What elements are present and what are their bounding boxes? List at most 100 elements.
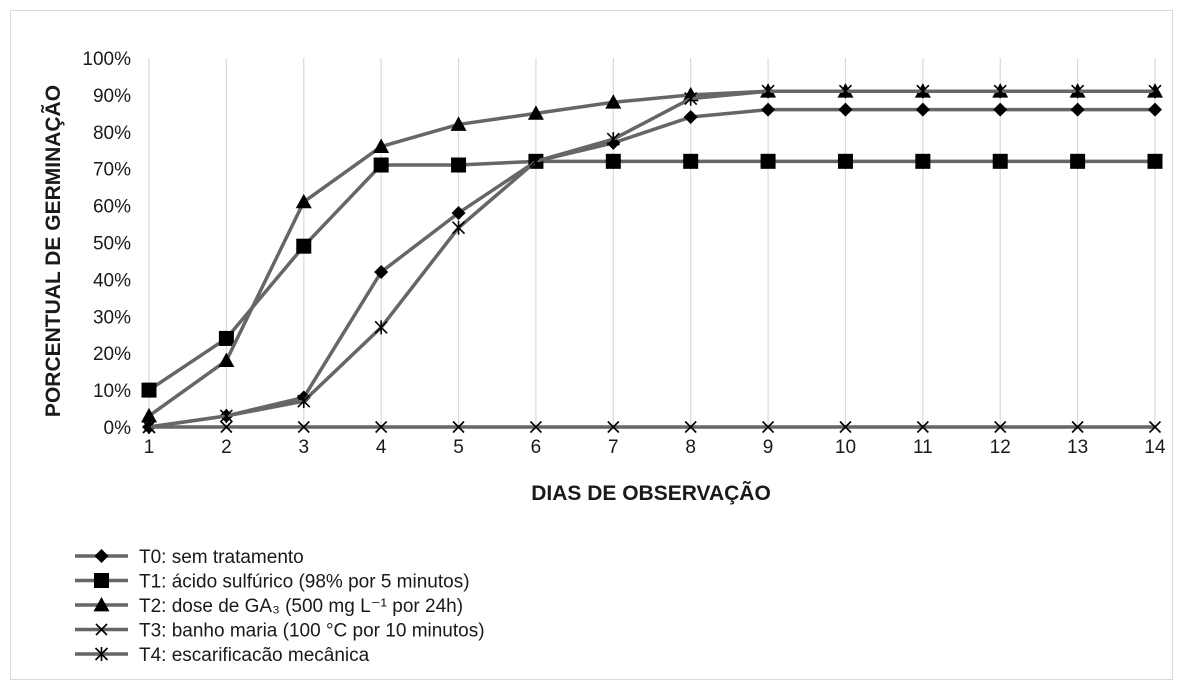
chart-frame: 1 2 3 4 5 6 7 8 9 10 11 12 13 14 0% 10% 20% 30% 40% 50% 60% 7… [10, 10, 1173, 680]
data-point [916, 84, 930, 99]
data-point [451, 157, 467, 173]
data-point [1071, 84, 1085, 99]
data-point [839, 420, 852, 434]
x-axis-title: DIAS DE OBSERVAÇÃO [531, 482, 771, 505]
data-point [684, 420, 697, 434]
x-tick-label: 10 [835, 437, 856, 458]
data-point [219, 408, 233, 423]
data-point [606, 132, 620, 147]
data-point [451, 220, 466, 235]
data-point [1070, 153, 1086, 169]
x-tick-label: 4 [376, 437, 387, 458]
y-tick-label: 90% [93, 86, 131, 107]
x-tick-label: 8 [685, 437, 696, 458]
series-line [147, 107, 1157, 429]
legend-item: T0: sem tratamento [75, 547, 304, 568]
y-tick-label: 50% [93, 234, 131, 255]
x-tick-label: 6 [531, 437, 542, 458]
y-axis-title: PORCENTUAL DE GERMINAÇÃO [42, 85, 65, 417]
series-line [147, 89, 1157, 429]
legend-label: T3: banho maria (100 °C por 10 minutos) [139, 621, 485, 642]
data-point [374, 320, 388, 335]
data-point [529, 154, 543, 169]
y-tick-label: 40% [93, 270, 131, 291]
data-point [1070, 102, 1085, 117]
germination-line-chart: 1 2 3 4 5 6 7 8 9 10 11 12 13 140%10%20%30%40%50%60%7… [42, 49, 1166, 666]
x-tick-label: 9 [763, 437, 774, 458]
data-point [375, 420, 388, 434]
y-tick-label: 100% [82, 49, 131, 70]
data-point [916, 420, 929, 434]
data-point [915, 153, 931, 169]
data-point [452, 420, 465, 434]
legend-marker [93, 597, 110, 612]
data-point [915, 102, 930, 117]
x-tick-label: 5 [453, 437, 464, 458]
data-point [142, 420, 156, 434]
data-point [374, 265, 389, 280]
data-point [1147, 153, 1163, 169]
ticks-layer: 1 2 3 4 5 6 7 8 9 10 11 12 13 140%10%20%30%40%50%60%7… [82, 49, 1166, 458]
legend-item: T1: ácido sulfúrico (98% por 5 minutos) [75, 572, 470, 593]
data-point [1148, 420, 1162, 434]
data-point [684, 91, 698, 106]
series-triangle [141, 83, 1163, 423]
x-tick-label: 11 [913, 437, 933, 458]
series-square [141, 153, 1163, 398]
x-tick-label: 7 [608, 437, 619, 458]
legend-marker [94, 573, 109, 588]
data-point [1071, 420, 1084, 434]
data-point [683, 153, 699, 169]
data-point [838, 84, 853, 99]
legend-label: T0: sem tratamento [139, 547, 304, 568]
series-layer [141, 83, 1163, 434]
series-diamond [142, 102, 1162, 434]
data-point [1148, 84, 1162, 99]
data-point [605, 153, 621, 169]
data-point [762, 420, 775, 434]
x-tick-label: 12 [990, 437, 1011, 458]
x-tick-label: 1 [144, 437, 155, 458]
series-x [142, 420, 1162, 434]
y-tick-label: 80% [93, 123, 131, 144]
data-point [529, 420, 542, 434]
data-point [220, 420, 233, 434]
data-point [992, 153, 1008, 169]
data-point [297, 420, 310, 434]
data-point [141, 407, 157, 423]
legend-item: T4: escarificacão mecânica [75, 645, 370, 666]
x-tick-label: 13 [1067, 437, 1088, 458]
data-point [761, 102, 776, 117]
x-tick-label: 2 [221, 437, 232, 458]
data-point [993, 84, 1007, 99]
y-tick-label: 10% [93, 381, 131, 402]
legend-marker [95, 623, 108, 636]
data-point [451, 205, 466, 220]
y-tick-label: 0% [104, 418, 132, 439]
data-point [141, 382, 157, 398]
y-tick-label: 60% [93, 197, 131, 218]
data-point [1148, 102, 1162, 117]
y-tick-label: 30% [93, 307, 131, 328]
data-point [683, 110, 698, 125]
series-line [147, 159, 1157, 392]
data-point [527, 105, 544, 120]
data-point [760, 153, 776, 169]
data-point [218, 352, 235, 367]
x-tick-label: 3 [298, 437, 309, 458]
data-point [993, 102, 1008, 117]
series-star [142, 84, 1162, 434]
data-point [295, 193, 312, 209]
data-point [994, 420, 1007, 434]
data-point [837, 153, 853, 169]
y-tick-label: 70% [93, 160, 131, 181]
y-tick-label: 20% [93, 344, 131, 365]
data-point [218, 330, 234, 346]
data-point [761, 84, 775, 99]
legend-marker [94, 647, 109, 661]
data-point [450, 116, 467, 131]
legend: T0: sem tratamento T1: ácido sulfúrico (9… [75, 547, 485, 666]
data-point [296, 238, 312, 254]
legend-item: T3: banho maria (100 °C por 10 minutos) [75, 621, 485, 642]
legend-item: T2: dose de GA₃ (500 mg L⁻¹ por 24h) [75, 596, 463, 617]
